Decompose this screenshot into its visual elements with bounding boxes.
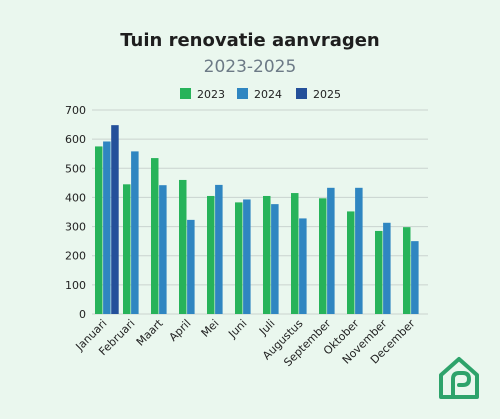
bar-2024-maart — [159, 185, 167, 314]
legend-swatch-2025 — [296, 88, 307, 99]
bar-2024-januari — [103, 141, 111, 314]
bar-2023-mei — [207, 195, 215, 314]
y-tick-label: 600 — [65, 133, 86, 146]
bar-2023-juni — [235, 202, 243, 314]
bar-2023-april — [179, 179, 187, 314]
legend-swatch-2024 — [237, 88, 248, 99]
bar-2023-maart — [151, 158, 159, 314]
bar-2024-september — [327, 187, 335, 314]
chart-subtitle: 2023-2025 — [203, 57, 297, 77]
bar-2024-december — [411, 241, 419, 314]
bar-2023-augustus — [291, 193, 299, 314]
legend-label-2023: 2023 — [197, 88, 225, 101]
house-logo-icon — [439, 357, 479, 399]
y-tick-label: 200 — [65, 250, 86, 263]
x-tick-label: Maart — [134, 316, 166, 348]
y-tick-label: 500 — [65, 162, 86, 175]
bar-2024-juli — [271, 204, 279, 314]
bar-2024-mei — [215, 184, 223, 314]
legend-label-2024: 2024 — [254, 88, 282, 101]
bar-2024-april — [187, 219, 195, 314]
bar-2023-november — [375, 230, 383, 314]
y-tick-label: 300 — [65, 221, 86, 234]
bar-2024-augustus — [299, 218, 307, 314]
bar-2023-september — [319, 198, 327, 314]
x-tick-label: Juli — [256, 317, 277, 338]
bar-2023-februari — [123, 184, 131, 314]
x-tick-label: Juni — [225, 317, 249, 341]
y-tick-label: 100 — [65, 279, 86, 292]
bar-2024-oktober — [355, 187, 363, 314]
legend-label-2025: 2025 — [313, 88, 341, 101]
bar-2024-november — [383, 222, 391, 314]
bar-2023-januari — [95, 146, 103, 314]
chart-title: Tuin renovatie aanvragen — [120, 30, 380, 51]
x-tick-label: April — [167, 317, 194, 344]
legend-swatch-2023 — [180, 88, 191, 99]
bar-2023-oktober — [347, 211, 355, 314]
y-tick-label: 700 — [65, 104, 86, 117]
y-tick-label: 0 — [79, 308, 86, 321]
bar-2023-december — [403, 227, 411, 314]
x-tick-label: Mei — [199, 317, 222, 340]
bar-2024-februari — [131, 151, 139, 314]
y-tick-label: 400 — [65, 191, 86, 204]
bar-2025-januari — [111, 125, 119, 314]
bar-2024-juni — [243, 199, 251, 314]
bar-2023-juli — [263, 195, 271, 314]
